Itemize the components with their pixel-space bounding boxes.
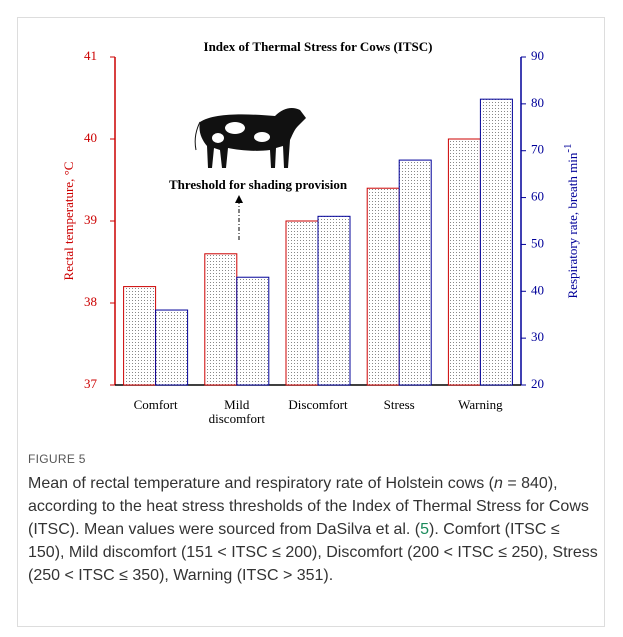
y2-tick-label: 80: [531, 95, 544, 110]
bar: [205, 254, 237, 385]
y2-tick-label: 60: [531, 189, 544, 204]
y-tick-label: 39: [84, 212, 97, 227]
y2-tick-label: 40: [531, 282, 544, 297]
chart-title: Index of Thermal Stress for Cows (ITSC): [204, 39, 433, 54]
bar: [237, 277, 269, 385]
y2-tick-label: 20: [531, 376, 544, 391]
bar: [124, 287, 156, 385]
y-tick-label: 41: [84, 48, 97, 63]
y-axis-label: Rectal temperature, °C: [61, 162, 76, 281]
y2-tick-label: 50: [531, 235, 544, 250]
x-tick-label: Comfort: [120, 398, 192, 412]
bar: [286, 221, 318, 385]
x-tick-label: Stress: [363, 398, 435, 412]
caption-italic: n: [494, 475, 503, 492]
x-tick-label: Discomfort: [282, 398, 354, 412]
y-tick-label: 37: [84, 376, 98, 391]
arrow-head: [235, 195, 243, 203]
y2-tick-label: 30: [531, 329, 544, 344]
bar: [156, 310, 188, 385]
figure-label: FIGURE 5: [28, 452, 86, 466]
y2-tick-label: 90: [531, 48, 544, 63]
citation-link[interactable]: 5: [420, 521, 429, 538]
bar: [318, 216, 350, 385]
annotation: Threshold for shading provision: [169, 177, 348, 192]
cow-icon: [195, 108, 306, 168]
y2-label-text: Respiratory rate, breath min: [565, 152, 580, 298]
bar: [448, 139, 480, 385]
page: Index of Thermal Stress for Cows (ITSC) …: [0, 0, 623, 637]
y2-tick-label: 70: [531, 142, 544, 157]
bar: [480, 99, 512, 385]
y-tick-label: 40: [84, 130, 97, 145]
bar: [367, 188, 399, 385]
x-tick-label: Mild discomfort: [201, 398, 273, 426]
bar: [399, 160, 431, 385]
y2-label-sup: -1: [562, 143, 574, 152]
y-tick-label: 38: [84, 294, 97, 309]
x-tick-label: Warning: [444, 398, 516, 412]
caption: Mean of rectal temperature and respirato…: [28, 472, 598, 587]
caption-text: Mean of rectal temperature and respirato…: [28, 475, 494, 492]
chart: Index of Thermal Stress for Cows (ITSC) …: [0, 0, 623, 440]
y2-axis-label: Respiratory rate, breath min-1: [562, 143, 580, 298]
